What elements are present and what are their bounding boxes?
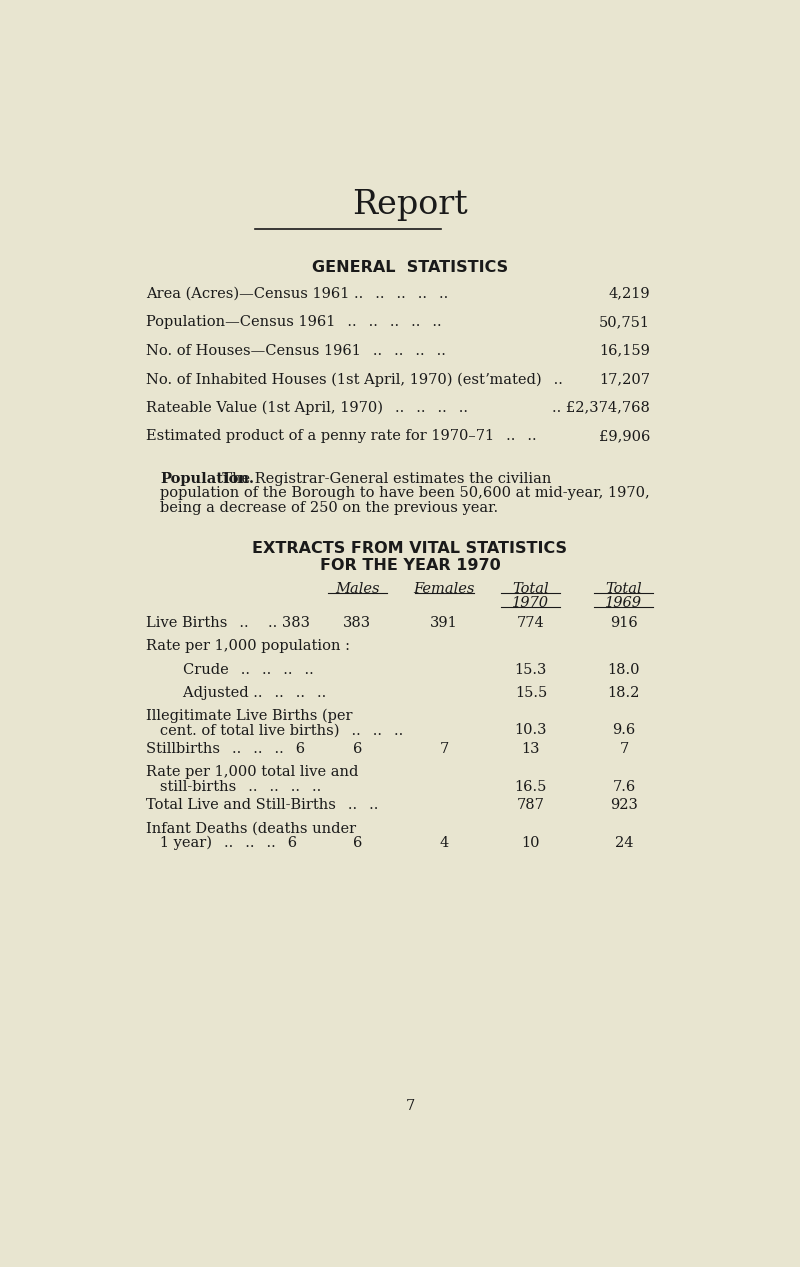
Text: 15.5: 15.5 [514,685,547,699]
Text: Stillbirths  ..  ..  ..  6: Stillbirths .. .. .. 6 [146,742,306,756]
Text: Total: Total [513,583,550,597]
Text: 16.5: 16.5 [514,779,547,793]
Text: 383: 383 [343,616,371,631]
Text: 18.2: 18.2 [608,685,640,699]
Text: cent. of total live births)  ..  ..  ..: cent. of total live births) .. .. .. [146,723,404,737]
Text: 391: 391 [430,616,458,631]
Text: 7: 7 [406,1100,414,1114]
Text: population of the Borough to have been 50,600 at mid-year, 1970,: population of the Borough to have been 5… [161,487,650,500]
Text: Total Live and Still-Births  ..  ..: Total Live and Still-Births .. .. [146,798,379,812]
Text: still-births  ..  ..  ..  ..: still-births .. .. .. .. [146,779,322,793]
Text: No. of Inhabited Houses (1st April, 1970) (estʼmated)  ..: No. of Inhabited Houses (1st April, 1970… [146,372,563,386]
Text: The Registrar-General estimates the civilian: The Registrar-General estimates the civi… [213,471,551,485]
Text: 6: 6 [353,836,362,850]
Text: EXTRACTS FROM VITAL STATISTICS: EXTRACTS FROM VITAL STATISTICS [253,541,567,556]
Text: 774: 774 [517,616,545,631]
Text: Infant Deaths (deaths under: Infant Deaths (deaths under [146,821,357,835]
Text: 4,219: 4,219 [609,286,650,300]
Text: 17,207: 17,207 [599,372,650,386]
Text: No. of Houses—Census 1961  ..  ..  ..  ..: No. of Houses—Census 1961 .. .. .. .. [146,343,446,357]
Text: GENERAL  STATISTICS: GENERAL STATISTICS [312,260,508,275]
Text: 1 year)  ..  ..  ..  6: 1 year) .. .. .. 6 [146,836,298,850]
Text: being a decrease of 250 on the previous year.: being a decrease of 250 on the previous … [161,500,498,514]
Text: Males: Males [335,583,379,597]
Text: Rateable Value (1st April, 1970)  ..  ..  ..  ..: Rateable Value (1st April, 1970) .. .. .… [146,400,469,416]
Text: 7.6: 7.6 [612,779,635,793]
Text: Crude  ..  ..  ..  ..: Crude .. .. .. .. [146,663,314,677]
Text: Females: Females [414,583,474,597]
Text: Rate per 1,000 population :: Rate per 1,000 population : [146,640,350,654]
Text: 16,159: 16,159 [599,343,650,357]
Text: Live Births  ..   .. 383: Live Births .. .. 383 [146,616,310,631]
Text: Population—Census 1961  ..  ..  ..  ..  ..: Population—Census 1961 .. .. .. .. .. [146,315,442,329]
Text: 7: 7 [619,742,629,756]
Text: 24: 24 [614,836,633,850]
Text: 4: 4 [439,836,449,850]
Text: 15.3: 15.3 [514,663,547,677]
Text: 7: 7 [439,742,449,756]
Text: 916: 916 [610,616,638,631]
Text: Estimated product of a penny rate for 1970–71  ..  ..: Estimated product of a penny rate for 19… [146,430,537,443]
Text: .. £2,374,768: .. £2,374,768 [552,400,650,414]
Text: 50,751: 50,751 [599,315,650,329]
Text: Area (Acres)—Census 1961 ..  ..  ..  ..  ..: Area (Acres)—Census 1961 .. .. .. .. .. [146,286,449,300]
Text: Population.: Population. [161,471,254,485]
Text: 13: 13 [522,742,540,756]
Text: FOR THE YEAR 1970: FOR THE YEAR 1970 [320,557,500,573]
Text: Adjusted ..  ..  ..  ..: Adjusted .. .. .. .. [146,685,326,699]
Text: £9,906: £9,906 [599,430,650,443]
Text: 18.0: 18.0 [608,663,640,677]
Text: Rate per 1,000 total live and: Rate per 1,000 total live and [146,765,359,779]
Text: Illegitimate Live Births (per: Illegitimate Live Births (per [146,708,353,723]
Text: Report: Report [352,189,468,220]
Text: 9.6: 9.6 [612,723,635,737]
Text: 10: 10 [522,836,540,850]
Text: 787: 787 [517,798,545,812]
Text: 1969: 1969 [606,597,642,611]
Text: 923: 923 [610,798,638,812]
Text: 10.3: 10.3 [514,723,547,737]
Text: 6: 6 [353,742,362,756]
Text: Total: Total [606,583,642,597]
Text: 1970: 1970 [513,597,550,611]
